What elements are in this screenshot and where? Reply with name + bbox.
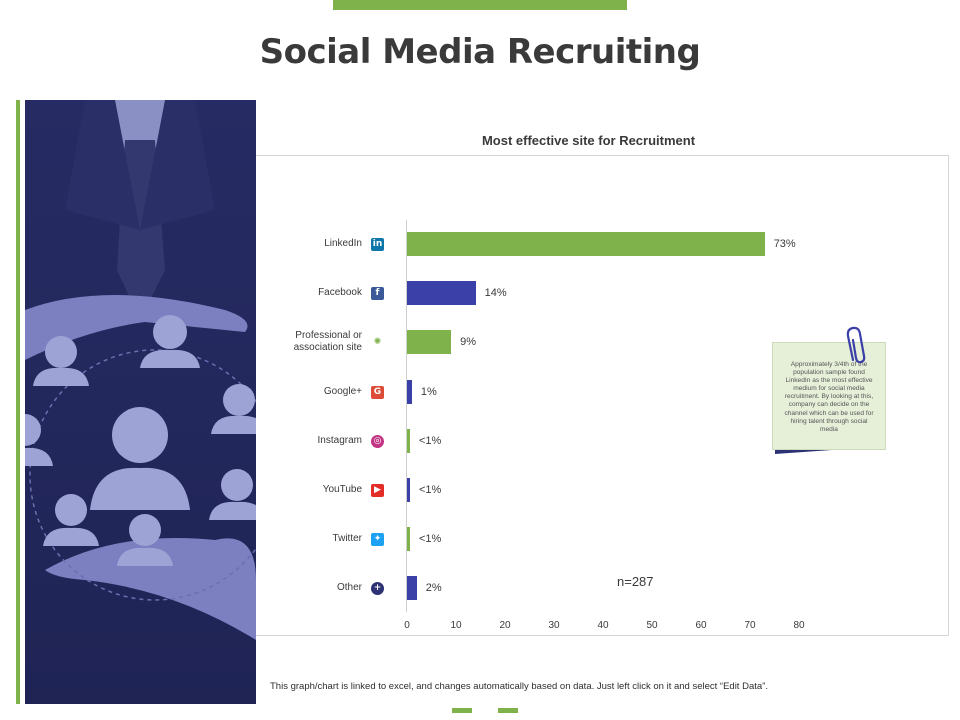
- bottom-dash-right: [498, 708, 518, 713]
- twitter-icon: ✦: [371, 533, 384, 547]
- facebook-icon: f: [371, 287, 384, 301]
- category-label: Facebook: [252, 287, 362, 299]
- category-label: Professional or association site: [252, 330, 362, 354]
- paper-clip-icon: [846, 326, 866, 364]
- bar-value-label: 1%: [420, 385, 437, 398]
- category-label-line: Twitter: [332, 533, 362, 545]
- category-axis-line: [406, 220, 407, 612]
- x-tick-label: 70: [744, 620, 756, 631]
- x-tick-label: 10: [450, 620, 462, 631]
- category-label: YouTube: [252, 484, 362, 496]
- x-tick-label: 50: [646, 620, 658, 631]
- bar-8[interactable]: [407, 576, 417, 601]
- x-tick-label: 20: [499, 620, 511, 631]
- bar-3[interactable]: [407, 330, 452, 355]
- category-label: LinkedIn: [252, 238, 362, 250]
- x-tick-label: 60: [695, 620, 707, 631]
- bar-7[interactable]: [407, 527, 410, 552]
- linkedin-icon: in: [371, 238, 384, 251]
- bar-value-label: 73%: [773, 238, 796, 250]
- association-icon: ✺: [373, 337, 382, 348]
- x-tick-label: 80: [793, 620, 805, 631]
- plus-icon: +: [371, 582, 384, 596]
- insight-note: Approximately 3/4th of the population sa…: [772, 342, 886, 450]
- category-label-line: Facebook: [318, 287, 362, 299]
- footer-note: This graph/chart is linked to excel, and…: [270, 681, 768, 692]
- category-label-line: Instagram: [317, 434, 362, 446]
- category-label-line: Google+: [323, 385, 362, 397]
- bar-value-label: <1%: [419, 434, 442, 447]
- category-label-line: association site: [293, 342, 362, 354]
- youtube-icon: ▶: [371, 484, 384, 497]
- insight-note-text: Approximately 3/4th of the population sa…: [784, 361, 874, 433]
- category-label: Other: [252, 582, 362, 594]
- category-label: Instagram: [252, 435, 362, 447]
- chart-frame: [256, 155, 949, 636]
- category-label: Google+: [252, 386, 362, 398]
- bar-value-label: <1%: [419, 533, 442, 546]
- category-label-line: Professional or: [295, 330, 362, 342]
- bar-6[interactable]: [407, 478, 410, 502]
- bar-4[interactable]: [407, 379, 412, 404]
- x-tick-label: 0: [404, 620, 410, 631]
- bar-2[interactable]: [407, 281, 476, 306]
- chart-title: Most effective site for Recruitment: [481, 133, 696, 148]
- bar-value-label: 14%: [484, 287, 507, 300]
- bar-value-label: 9%: [460, 336, 476, 349]
- page-title: Social Media Recruiting: [259, 32, 701, 72]
- x-tick-label: 30: [548, 620, 560, 631]
- sample-size-label: n=287: [617, 574, 654, 589]
- bar-value-label: <1%: [419, 484, 442, 496]
- bar-1[interactable]: [407, 232, 765, 256]
- bar-5[interactable]: [407, 428, 410, 453]
- bottom-dash-left: [452, 708, 472, 713]
- recruiting-photo-panel: [25, 100, 256, 704]
- category-label-line: Other: [336, 582, 362, 594]
- category-label-line: YouTube: [322, 484, 362, 495]
- category-label: Twitter: [252, 533, 362, 545]
- left-accent-rule: [16, 100, 20, 704]
- category-label-line: LinkedIn: [324, 238, 362, 249]
- google-plus-icon: G: [371, 385, 384, 399]
- people-network-illustration: [25, 100, 256, 704]
- x-tick-label: 40: [597, 620, 609, 631]
- top-accent-bar: [333, 0, 627, 10]
- instagram-icon: ◎: [371, 434, 384, 448]
- bar-value-label: 2%: [425, 582, 442, 595]
